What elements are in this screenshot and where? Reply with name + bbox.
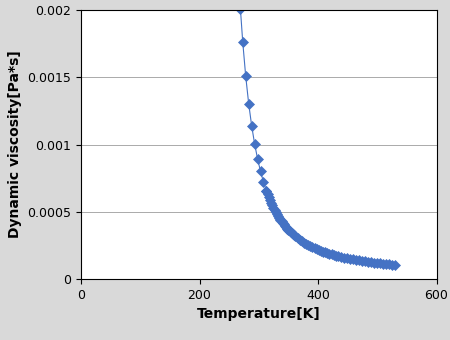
X-axis label: Temperature[K]: Temperature[K] bbox=[197, 307, 320, 321]
Y-axis label: Dynamic viscosity[Pa*s]: Dynamic viscosity[Pa*s] bbox=[8, 51, 22, 238]
